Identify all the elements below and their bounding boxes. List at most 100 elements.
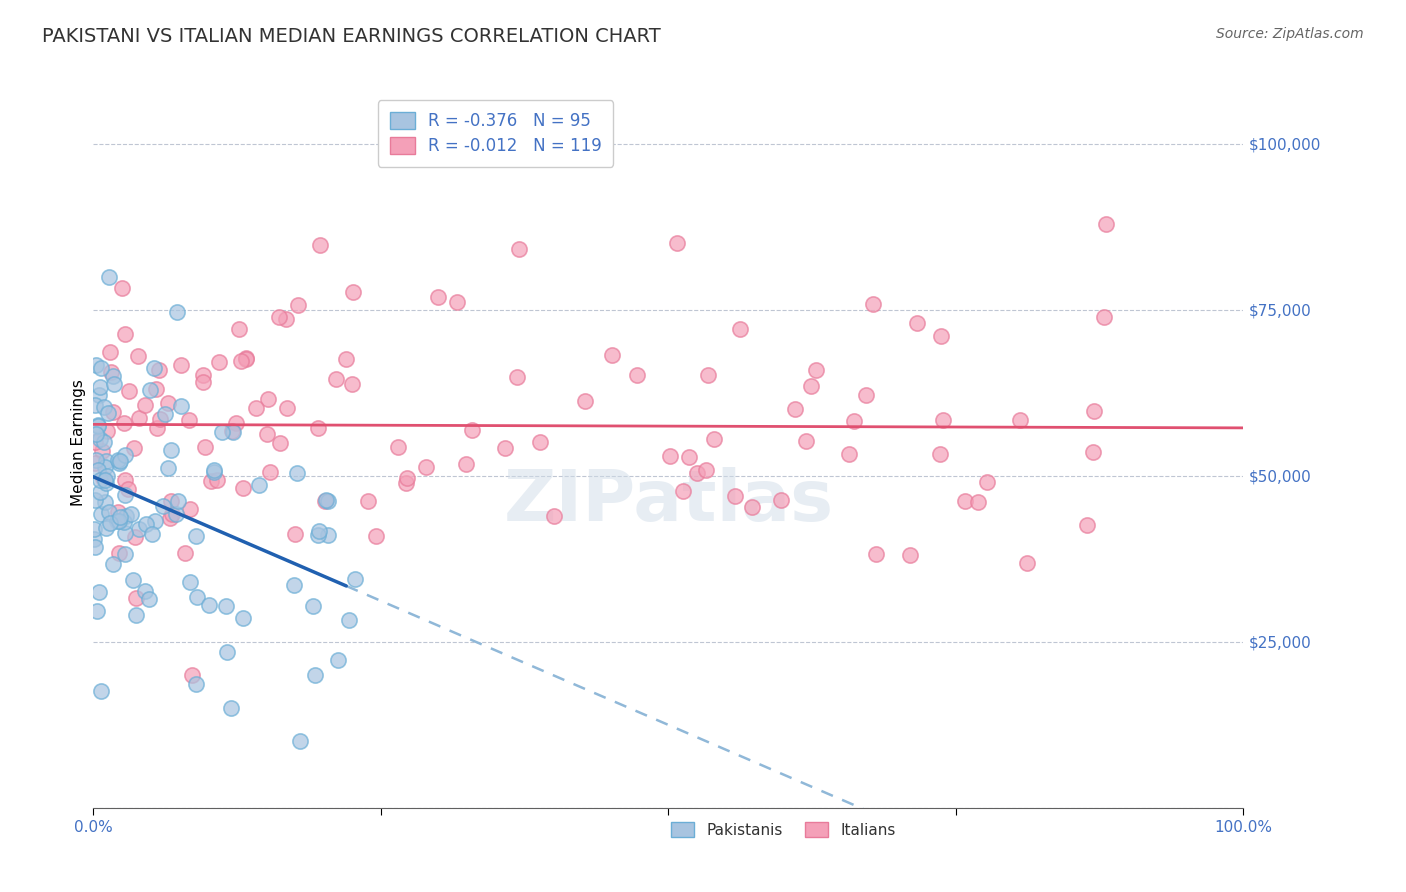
Point	[257, 392, 280, 406]
Point	[124, 607, 146, 622]
Point	[90, 361, 112, 376]
Point	[89, 473, 111, 487]
Point	[318, 528, 340, 542]
Point	[276, 312, 298, 326]
Point	[97, 406, 120, 420]
Point	[170, 399, 193, 413]
Point	[83, 522, 105, 536]
Point	[308, 524, 330, 538]
Point	[219, 701, 242, 715]
Point	[135, 516, 157, 531]
Point	[724, 489, 747, 503]
Point	[395, 471, 418, 485]
Point	[328, 652, 350, 666]
Point	[672, 484, 695, 499]
Point	[107, 514, 129, 528]
Point	[101, 405, 124, 419]
Point	[94, 454, 117, 468]
Point	[1092, 310, 1115, 324]
Point	[387, 440, 409, 454]
Point	[696, 368, 718, 382]
Point	[103, 377, 125, 392]
Point	[1010, 413, 1032, 427]
Point	[83, 540, 105, 554]
Point	[84, 456, 107, 470]
Point	[162, 507, 184, 521]
Point	[122, 573, 145, 587]
Point	[256, 427, 278, 442]
Point	[108, 510, 131, 524]
Point	[231, 354, 253, 368]
Point	[1083, 403, 1105, 417]
Point	[83, 492, 105, 507]
Point	[932, 413, 955, 427]
Point	[770, 493, 793, 508]
Point	[905, 316, 928, 330]
Point	[269, 436, 291, 450]
Point	[898, 548, 921, 562]
Point	[91, 470, 114, 484]
Point	[191, 368, 214, 382]
Point	[304, 668, 326, 682]
Point	[86, 359, 108, 373]
Point	[287, 466, 309, 480]
Point	[114, 488, 136, 502]
Point	[100, 365, 122, 379]
Point	[686, 466, 709, 480]
Point	[325, 371, 347, 385]
Point	[134, 584, 156, 599]
Point	[114, 473, 136, 487]
Point	[198, 598, 221, 612]
Point	[202, 466, 225, 480]
Point	[340, 377, 363, 392]
Point	[114, 526, 136, 541]
Point	[200, 474, 222, 488]
Point	[290, 734, 312, 748]
Point	[89, 432, 111, 446]
Point	[506, 369, 529, 384]
Point	[783, 402, 806, 417]
Point	[730, 322, 752, 336]
Point	[966, 494, 988, 508]
Point	[180, 668, 202, 682]
Point	[146, 421, 169, 435]
Point	[600, 348, 623, 362]
Point	[179, 502, 201, 516]
Point	[108, 546, 131, 560]
Point	[186, 590, 208, 604]
Point	[122, 441, 145, 455]
Point	[134, 398, 156, 412]
Point	[194, 440, 217, 454]
Point	[83, 435, 105, 450]
Point	[138, 592, 160, 607]
Point	[302, 599, 325, 613]
Point	[245, 401, 267, 416]
Point	[929, 329, 952, 343]
Point	[86, 604, 108, 618]
Point	[94, 476, 117, 491]
Point	[794, 434, 817, 448]
Point	[89, 485, 111, 500]
Point	[315, 492, 337, 507]
Point	[155, 407, 177, 421]
Point	[118, 384, 141, 398]
Point	[167, 494, 190, 508]
Point	[202, 463, 225, 477]
Point	[741, 500, 763, 514]
Point	[110, 454, 132, 468]
Point	[114, 448, 136, 462]
Point	[976, 475, 998, 489]
Point	[342, 285, 364, 300]
Point	[115, 508, 138, 523]
Point	[143, 514, 166, 528]
Point	[446, 295, 468, 310]
Point	[1095, 217, 1118, 231]
Point	[84, 398, 107, 412]
Point	[235, 351, 257, 365]
Point	[160, 443, 183, 458]
Point	[494, 441, 516, 455]
Point	[395, 476, 418, 491]
Point	[316, 494, 339, 508]
Point	[267, 310, 290, 324]
Point	[343, 572, 366, 586]
